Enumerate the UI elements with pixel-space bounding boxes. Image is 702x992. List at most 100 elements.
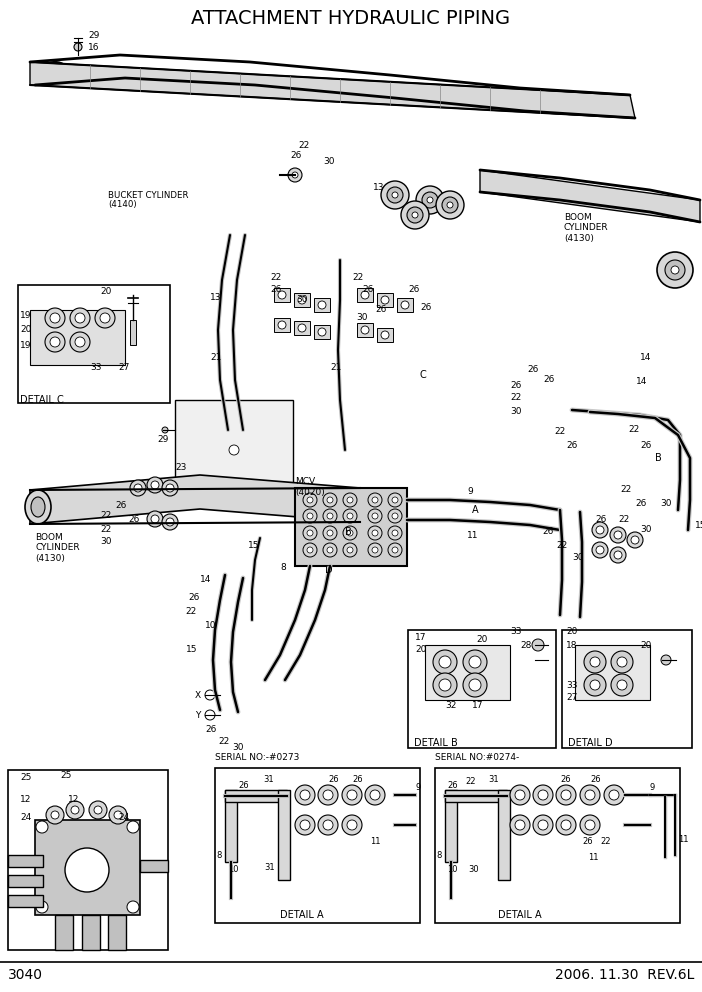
Text: 31: 31 <box>264 863 274 873</box>
Bar <box>425 645 510 700</box>
Circle shape <box>515 790 525 800</box>
Text: 22: 22 <box>218 737 230 747</box>
Circle shape <box>447 202 453 208</box>
Circle shape <box>368 543 382 557</box>
Polygon shape <box>480 170 700 222</box>
Text: 22: 22 <box>185 607 197 616</box>
Circle shape <box>295 815 315 835</box>
Circle shape <box>327 547 333 553</box>
Text: 10: 10 <box>205 621 216 630</box>
Text: D: D <box>325 565 333 575</box>
Circle shape <box>580 785 600 805</box>
Circle shape <box>584 674 606 696</box>
Circle shape <box>392 547 398 553</box>
Circle shape <box>388 509 402 523</box>
Circle shape <box>343 493 357 507</box>
Bar <box>215 768 420 923</box>
Text: DETAIL B: DETAIL B <box>414 738 458 748</box>
Text: 30: 30 <box>640 526 651 535</box>
Text: 31: 31 <box>488 776 498 785</box>
Text: B: B <box>345 527 352 537</box>
Text: 11: 11 <box>678 835 689 844</box>
Circle shape <box>368 526 382 540</box>
Text: 11: 11 <box>370 837 380 846</box>
Text: 22: 22 <box>510 394 522 403</box>
Text: 3040: 3040 <box>8 968 43 982</box>
Circle shape <box>229 445 239 455</box>
Text: 30: 30 <box>572 554 583 562</box>
Circle shape <box>561 820 571 830</box>
Bar <box>294 293 310 307</box>
Circle shape <box>288 168 302 182</box>
Text: 15: 15 <box>186 646 197 655</box>
Circle shape <box>318 328 326 336</box>
Circle shape <box>372 513 378 519</box>
Circle shape <box>151 515 159 523</box>
Text: 22: 22 <box>100 512 111 521</box>
Circle shape <box>323 543 337 557</box>
Circle shape <box>327 513 333 519</box>
Circle shape <box>532 639 544 651</box>
Text: MCV: MCV <box>295 477 315 486</box>
Text: 27: 27 <box>118 363 129 373</box>
Circle shape <box>342 815 362 835</box>
Bar <box>408 630 556 748</box>
Text: 22: 22 <box>100 526 111 535</box>
Bar <box>8 875 43 887</box>
Circle shape <box>307 497 313 503</box>
Bar <box>295 488 407 566</box>
Circle shape <box>604 785 624 805</box>
Text: 30: 30 <box>510 408 522 417</box>
Circle shape <box>401 301 409 309</box>
Circle shape <box>323 493 337 507</box>
Text: 23: 23 <box>175 463 186 472</box>
Circle shape <box>134 484 142 492</box>
Text: 26: 26 <box>527 365 538 375</box>
Circle shape <box>388 543 402 557</box>
Circle shape <box>127 821 139 833</box>
Text: 28: 28 <box>520 641 531 650</box>
Circle shape <box>596 546 604 554</box>
Circle shape <box>365 785 385 805</box>
Circle shape <box>323 526 337 540</box>
Bar <box>130 320 136 345</box>
Text: DETAIL A: DETAIL A <box>280 910 324 920</box>
Circle shape <box>347 790 357 800</box>
Circle shape <box>387 187 403 203</box>
Circle shape <box>303 526 317 540</box>
Ellipse shape <box>47 67 63 79</box>
Text: (4130): (4130) <box>35 554 65 562</box>
Circle shape <box>75 337 85 347</box>
Circle shape <box>347 513 353 519</box>
Circle shape <box>36 901 48 913</box>
Bar <box>140 860 168 872</box>
Circle shape <box>463 650 487 674</box>
Text: 22: 22 <box>618 516 629 525</box>
Bar <box>18 285 170 403</box>
Text: CYLINDER: CYLINDER <box>564 223 609 232</box>
Bar <box>8 855 43 867</box>
Bar <box>445 790 457 862</box>
Circle shape <box>70 308 90 328</box>
Text: ATTACHMENT HYDRAULIC PIPING: ATTACHMENT HYDRAULIC PIPING <box>192 9 510 28</box>
Circle shape <box>556 815 576 835</box>
Circle shape <box>151 481 159 489</box>
Text: 26: 26 <box>560 776 571 785</box>
Circle shape <box>300 790 310 800</box>
Circle shape <box>278 291 286 299</box>
Bar <box>435 768 680 923</box>
Text: 33: 33 <box>510 628 522 637</box>
Circle shape <box>590 680 600 690</box>
Text: 30: 30 <box>323 158 334 167</box>
Bar <box>35 820 140 915</box>
Text: 9: 9 <box>650 784 655 793</box>
Text: 22: 22 <box>352 274 363 283</box>
Circle shape <box>318 785 338 805</box>
Text: 26: 26 <box>595 516 607 525</box>
Circle shape <box>50 313 60 323</box>
Bar <box>8 895 43 907</box>
Circle shape <box>661 655 671 665</box>
Text: 8: 8 <box>216 850 221 859</box>
Text: 13: 13 <box>373 184 385 192</box>
Text: 26: 26 <box>510 381 522 390</box>
